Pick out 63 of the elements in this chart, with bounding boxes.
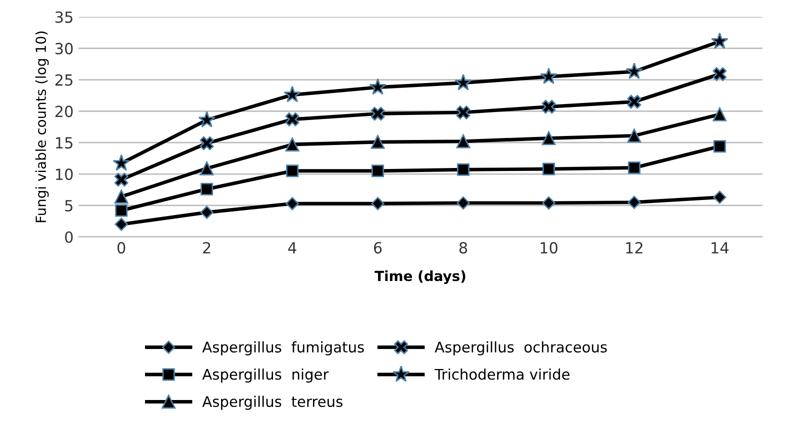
point	[371, 196, 384, 210]
point	[627, 94, 642, 109]
point	[114, 218, 128, 231]
y-tick-label: 30	[55, 42, 73, 54]
point	[628, 196, 641, 209]
point	[628, 162, 640, 174]
point	[457, 163, 470, 176]
point	[370, 106, 385, 121]
point	[542, 162, 555, 176]
point	[286, 164, 299, 178]
point	[456, 196, 470, 210]
y-tick-label: 20	[55, 106, 73, 118]
point	[200, 161, 214, 176]
point	[369, 78, 386, 95]
point	[198, 110, 216, 128]
legend-label: Aspergillus fumigatus	[202, 341, 364, 356]
x-tick-label: 8	[459, 242, 468, 254]
point	[200, 182, 214, 196]
x-tick-label: 6	[374, 242, 382, 254]
x-tick-label: 4	[288, 242, 296, 254]
point	[542, 100, 556, 114]
point	[370, 135, 385, 149]
point	[285, 138, 300, 152]
y-tick-label: 0	[65, 231, 73, 243]
point	[200, 136, 214, 150]
x-tick-label: 14	[712, 242, 729, 254]
point	[454, 74, 472, 90]
legend-label: Aspergillus ochraceous	[434, 341, 607, 356]
point	[627, 128, 642, 143]
point	[112, 154, 130, 171]
x-tick-label: 0	[117, 242, 126, 254]
y-tick-label: 15	[56, 137, 72, 149]
point	[284, 86, 301, 102]
point	[712, 107, 727, 122]
point	[712, 67, 727, 82]
point	[285, 112, 300, 126]
point	[200, 206, 214, 219]
point	[115, 204, 128, 217]
legend-label: Aspergillus terreus	[202, 396, 342, 410]
point	[542, 196, 556, 210]
y-tick-label: 5	[65, 200, 72, 212]
legend-label: Aspergillus niger	[202, 368, 329, 383]
x-tick-label: 12	[626, 242, 642, 254]
point	[626, 62, 643, 80]
y-axis-title: Fungi viable counts (log 10)	[35, 32, 49, 222]
legend-label: Trichoderma viride	[434, 368, 570, 380]
point	[713, 140, 726, 153]
x-tick-label: 10	[540, 242, 558, 254]
point	[286, 196, 299, 210]
y-tick-label: 10	[56, 168, 73, 180]
point	[456, 106, 470, 120]
point	[456, 134, 470, 148]
y-tick-label: 35	[55, 11, 72, 23]
point	[713, 190, 726, 204]
point	[114, 172, 128, 187]
y-tick-label: 25	[55, 74, 72, 86]
x-axis-title: Time (days)	[374, 270, 466, 284]
x-tick-label: 2	[203, 242, 210, 254]
point	[114, 190, 128, 204]
point	[372, 164, 384, 178]
point	[542, 131, 556, 146]
point	[540, 68, 558, 84]
point	[711, 32, 728, 49]
